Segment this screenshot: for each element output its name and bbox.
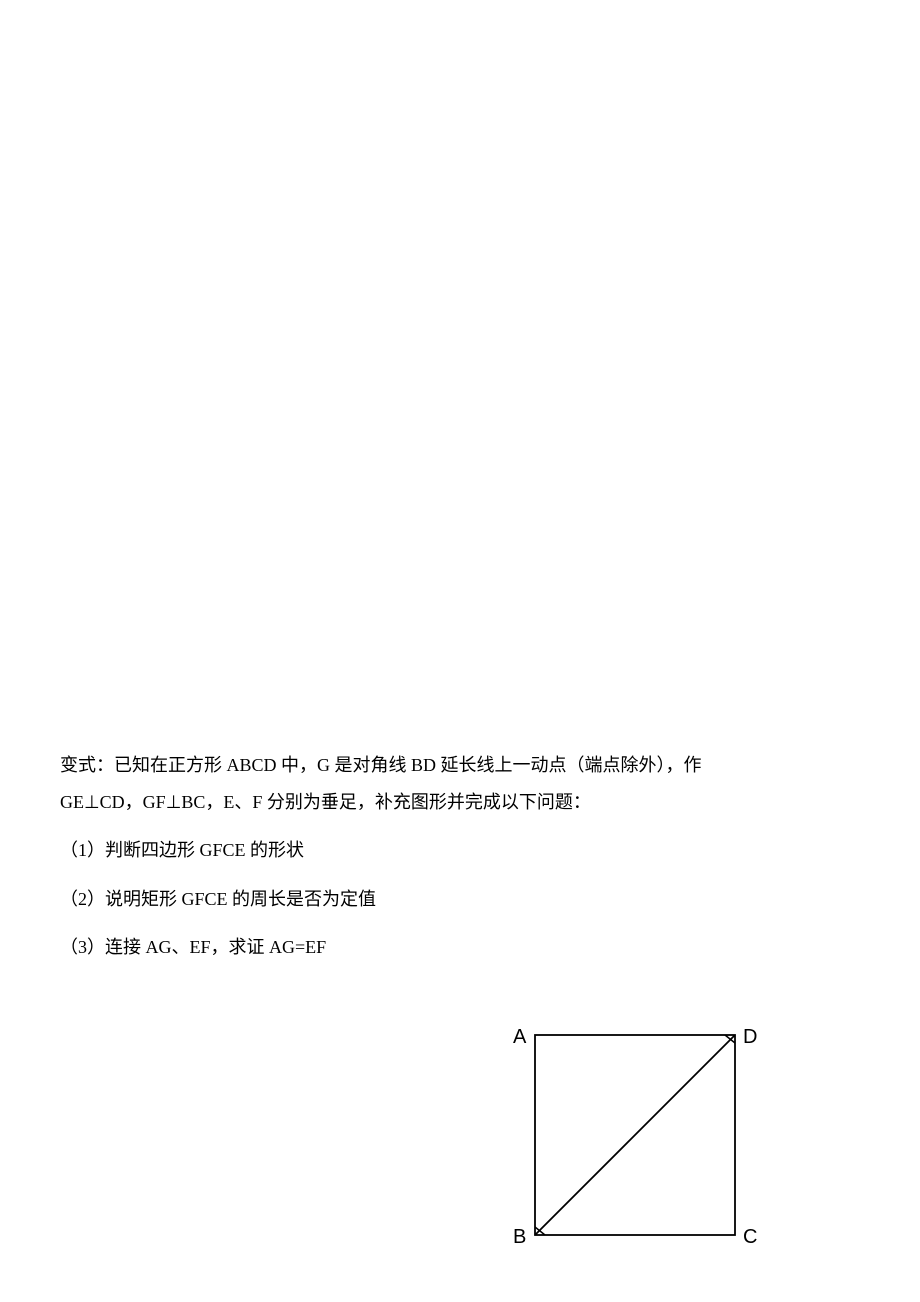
geometry-figure: A B C D bbox=[505, 1015, 765, 1275]
question-3: （3）连接 AG、EF，求证 AG=EF bbox=[60, 932, 860, 963]
question-2: （2）说明矩形 GFCE 的周长是否为定值 bbox=[60, 884, 860, 915]
problem-intro-line1: 变式：已知在正方形 ABCD 中，G 是对角线 BD 延长线上一动点（端点除外）… bbox=[60, 750, 860, 781]
svg-text:B: B bbox=[513, 1226, 526, 1248]
svg-text:C: C bbox=[743, 1226, 757, 1248]
svg-text:D: D bbox=[743, 1026, 757, 1048]
svg-text:A: A bbox=[513, 1026, 527, 1048]
question-1: （1）判断四边形 GFCE 的形状 bbox=[60, 835, 860, 866]
square-diagram: A B C D bbox=[505, 1015, 765, 1275]
problem-intro-line2: GE⊥CD，GF⊥BC，E、F 分别为垂足，补充图形并完成以下问题： bbox=[60, 787, 860, 818]
